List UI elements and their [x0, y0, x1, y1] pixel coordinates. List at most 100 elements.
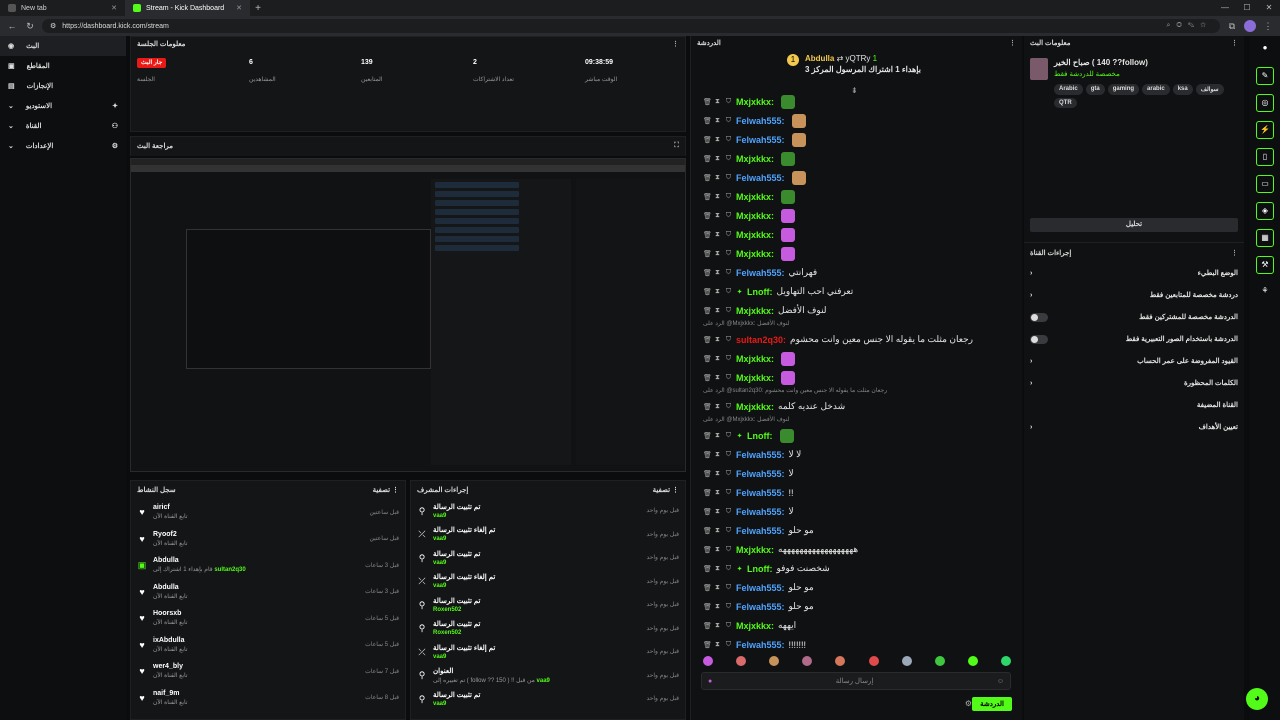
mod-action-by[interactable]: Roxen502 [433, 606, 462, 613]
chat-send-button[interactable]: الدردشة [972, 697, 1012, 711]
trash-icon[interactable]: 🗑 [703, 622, 712, 630]
timeout-icon[interactable]: ⧗ [715, 173, 720, 181]
chat-username[interactable]: Felwah555: [736, 267, 785, 278]
edit-stream-button[interactable]: تحليل [1030, 218, 1238, 232]
chat-username[interactable]: Felwah555: [736, 449, 785, 460]
chat-message[interactable]: 🗑 ⧗ ⛉ Mxjxkkx: [691, 149, 1023, 168]
mod-action-by[interactable]: vaa9 [433, 583, 447, 590]
chat-username[interactable]: Felwah555: [736, 506, 785, 517]
activity-row[interactable]: ♥ wer4_bly تابع القناة الآن قبل 7 ساعات [131, 658, 405, 685]
wrench-icon[interactable]: ⚒ [1256, 256, 1274, 274]
stream-tag[interactable]: Arabic [1054, 84, 1083, 95]
trash-icon[interactable]: 🗑 [703, 527, 712, 535]
activity-row[interactable]: ♥ naif_9m تابع القناة الآن قبل 8 ساعات [131, 685, 405, 712]
stream-category[interactable]: مخصصة للدردشة فقط [1054, 71, 1120, 78]
chat-message[interactable]: 🗑 ⧗ ⛉ Felwah555: لا [691, 502, 1023, 521]
timeout-icon[interactable]: ⧗ [715, 354, 720, 362]
stream-tag[interactable]: QTR [1054, 98, 1077, 108]
stream-tag[interactable]: gta [1085, 84, 1105, 95]
trash-icon[interactable]: 🗑 [703, 307, 712, 315]
chat-message[interactable]: 🗑 ⧗ ⛉ Mxjxkkx: لنوف الأفضل [691, 301, 1023, 320]
close-icon[interactable]: ✕ [236, 5, 242, 12]
stream-tag[interactable]: gaming [1107, 84, 1140, 95]
filter-button[interactable]: تصفية ⋮ [652, 487, 679, 494]
chat-message[interactable]: 🗑 ⧗ ⛉ Mxjxkkx: ايههه [691, 616, 1023, 635]
trash-icon[interactable]: 🗑 [703, 355, 712, 363]
activity-user[interactable]: wer4_bly [153, 663, 183, 671]
mod-action-row[interactable]: ⚲ العنوان تم تغييره إلى ( follow ?? 150 … [411, 664, 685, 688]
grid-icon[interactable]: ▦ [1256, 229, 1274, 247]
chat-username[interactable]: Mxjxkkx: [736, 96, 775, 107]
emote-icon[interactable] [702, 656, 713, 666]
mod-action-row[interactable]: ⚲ تم تثبيت الرسالة vaa9 قبل يوم واحد [411, 546, 685, 570]
chat-username[interactable]: Lnoff: [747, 430, 773, 441]
chat-username[interactable]: Mxjxkkx: [736, 372, 775, 383]
timeout-icon[interactable]: ⧗ [715, 621, 720, 629]
scroll-down-icon[interactable]: ⇟ [851, 86, 858, 95]
share-icon[interactable]: ⚘ [1261, 286, 1269, 295]
close-icon[interactable]: ✕ [111, 5, 117, 12]
edit-icon[interactable]: ✎ [1256, 67, 1274, 85]
chat-message[interactable]: 🗑 ⧗ ⛉ Felwah555: [691, 168, 1023, 187]
activity-row[interactable]: ▣ Abdulla قام بإهداء 1 اشتراك إلى sultan… [131, 552, 405, 579]
chat-username[interactable]: Felwah555: [736, 601, 785, 612]
trash-icon[interactable]: 🗑 [703, 584, 712, 592]
chat-username[interactable]: Mxjxkkx: [736, 401, 775, 412]
trash-icon[interactable]: 🗑 [703, 374, 712, 382]
toggle-switch[interactable] [1030, 312, 1048, 322]
trash-icon[interactable]: 🗑 [703, 489, 712, 497]
trash-icon[interactable]: 🗑 [703, 174, 712, 182]
chevron-right-icon[interactable]: › [1030, 269, 1033, 277]
chat-username[interactable]: Mxjxkkx: [736, 620, 775, 631]
filter-button[interactable]: تصفية ⋮ [372, 487, 399, 494]
timeout-icon[interactable]: ⧗ [715, 431, 720, 439]
activity-row[interactable]: ♥ airicf تابع القناة الآن قبل ساعتين [131, 499, 405, 526]
chat-message[interactable]: 🗑 ⧗ ⛉ Felwah555: لا [691, 464, 1023, 483]
menu-icon[interactable]: ⋮ [1263, 20, 1273, 31]
mod-action-by[interactable]: vaa9 [433, 653, 447, 660]
chevron-right-icon[interactable]: › [1030, 423, 1033, 431]
mod-action-by[interactable]: vaa9 [433, 559, 447, 566]
trash-icon[interactable]: 🗑 [703, 288, 712, 296]
sidebar-item-studio[interactable]: ⌄ الاستوديو ✦ [0, 96, 126, 116]
trash-icon[interactable]: 🗑 [703, 212, 712, 220]
toggle-switch[interactable] [1030, 334, 1048, 344]
chat-message[interactable]: 🗑 ⧗ ⛉ Mxjxkkx: [691, 368, 1023, 387]
more-icon[interactable]: ⋮ [1009, 40, 1016, 47]
timeout-icon[interactable]: ⧗ [715, 192, 720, 200]
chevron-right-icon[interactable]: › [1030, 291, 1033, 299]
more-icon[interactable]: ⋮ [1231, 40, 1238, 47]
toolbar-icons[interactable]: ⌕◎✎☆ [1166, 22, 1212, 29]
trash-icon[interactable]: 🗑 [703, 193, 712, 201]
chat-username[interactable]: Lnoff: [747, 286, 773, 297]
timeout-icon[interactable]: ⧗ [715, 211, 720, 219]
activity-user[interactable]: Abdulla [153, 557, 179, 565]
stream-tag[interactable]: ksa [1172, 84, 1193, 95]
channel-action-row[interactable]: الكلمات المحظورة › [1024, 372, 1244, 394]
emote-icon[interactable] [934, 656, 945, 666]
mod-action-by[interactable]: vaa9 [433, 512, 447, 519]
chat-message[interactable]: 🗑 ⧗ ⛉ Mxjxkkx: [691, 225, 1023, 244]
target-icon[interactable]: ◎ [1256, 94, 1274, 112]
chat-message[interactable]: 🗑 ⧗ ⛉ ✦ Lnoff: تعرفني احب التهاويل [691, 282, 1023, 301]
chat-message[interactable]: 🗑 ⧗ ⛉ Mxjxkkx: [691, 244, 1023, 263]
chat-message[interactable]: 🗑 ⧗ ⛉ ✦ Lnoff: شخصنت فوفو [691, 559, 1023, 578]
emote-icon[interactable] [768, 656, 779, 666]
close-window-icon[interactable]: ✕ [1265, 3, 1273, 12]
sidebar-item-stream[interactable]: ◉ البث [0, 36, 126, 56]
chat-username[interactable]: Felwah555: [736, 115, 785, 126]
trash-icon[interactable]: 🗑 [703, 250, 712, 258]
maximize-icon[interactable]: ☐ [1243, 3, 1251, 12]
timeout-icon[interactable]: ⧗ [715, 135, 720, 143]
trash-icon[interactable]: 🗑 [703, 336, 712, 344]
chat-message[interactable]: 🗑 ⧗ ⛉ Felwah555: [691, 130, 1023, 149]
stream-preview[interactable] [130, 158, 686, 472]
chat-message[interactable]: 🗑 ⧗ ⛉ Mxjxkkx: [691, 92, 1023, 111]
chat-username[interactable]: Felwah555: [736, 582, 785, 593]
activity-user[interactable]: Abdulla [153, 583, 179, 591]
back-icon[interactable]: ← [7, 21, 17, 31]
timeout-icon[interactable]: ⧗ [715, 373, 720, 381]
chat-message[interactable]: 🗑 ⧗ ⛉ Mxjxkkx: [691, 187, 1023, 206]
chat-input[interactable]: ● إرسال رسالة ☺ [701, 672, 1011, 690]
emote-icon[interactable] [1001, 656, 1012, 666]
